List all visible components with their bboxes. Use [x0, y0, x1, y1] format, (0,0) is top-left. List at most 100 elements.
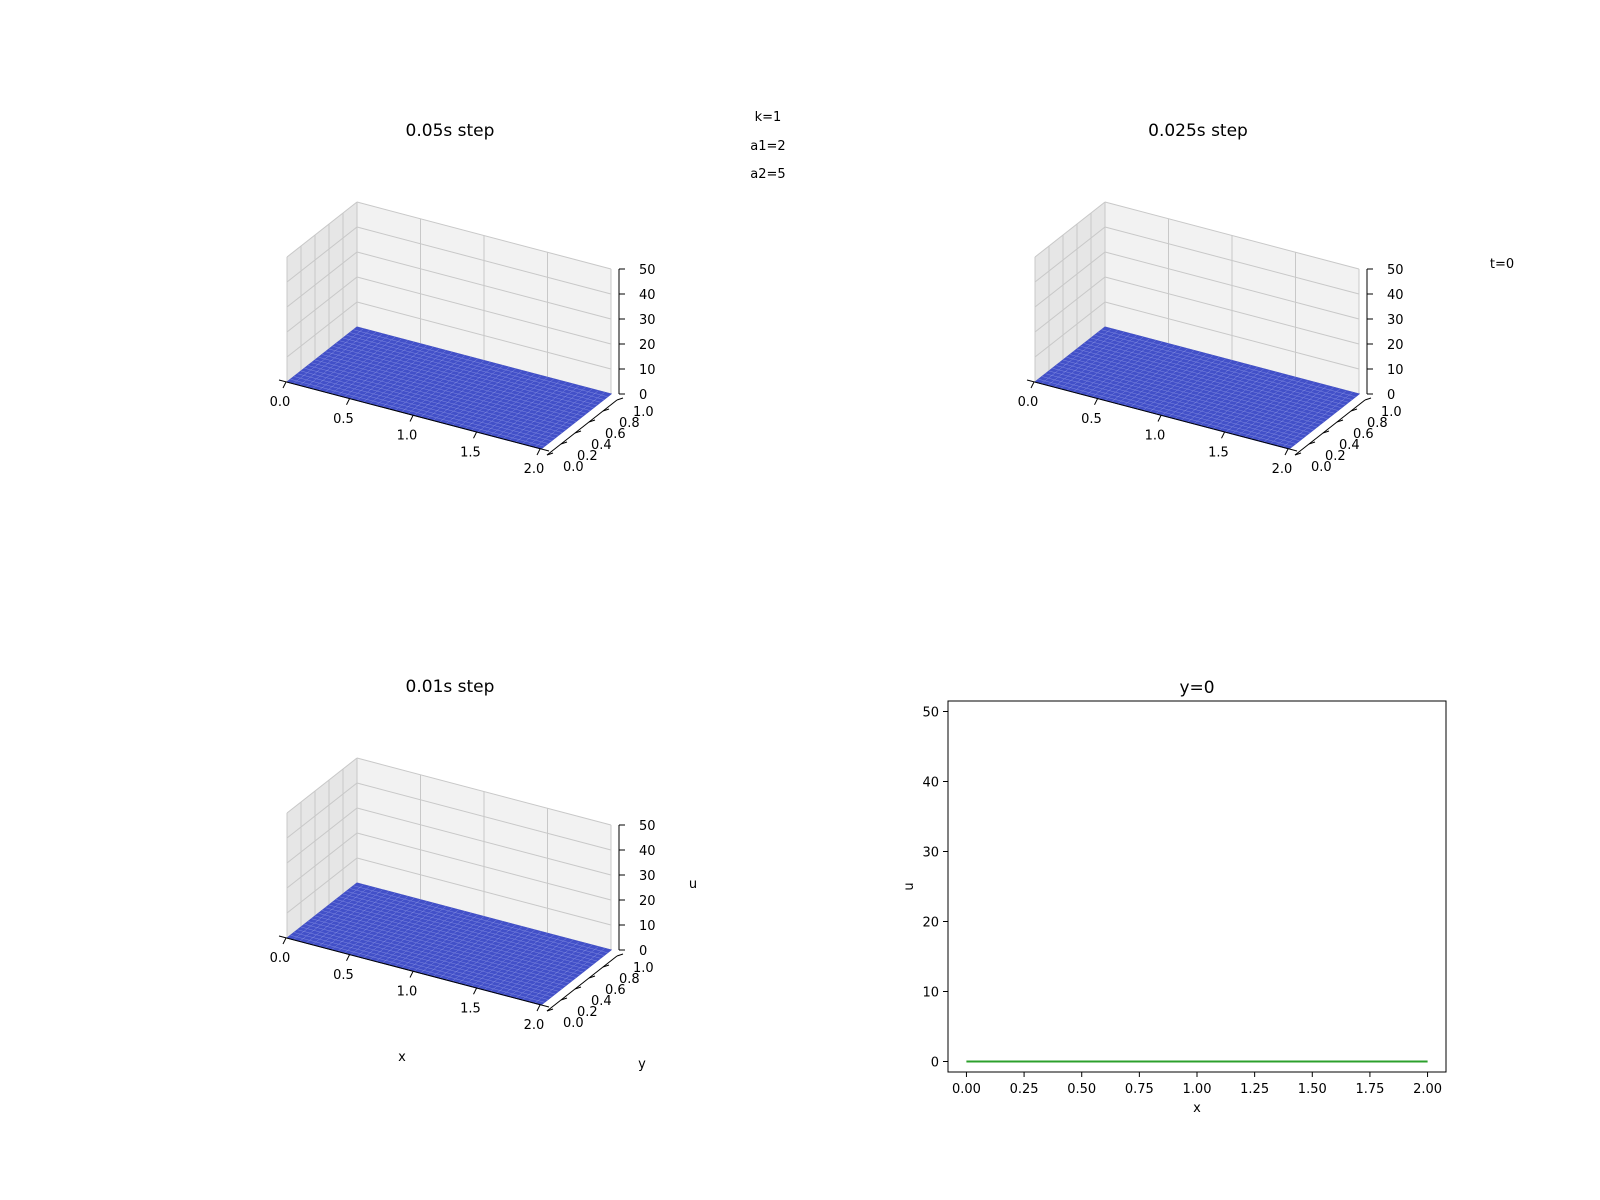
- back-pane-yz: [1035, 202, 1105, 382]
- surface-mesh-line: [307, 921, 563, 989]
- z-tick-label: 50: [639, 263, 656, 278]
- pane-grid-line: [286, 301, 358, 358]
- x-tick-label: 1.5: [460, 1001, 481, 1016]
- pane-grid-line: [286, 857, 358, 914]
- surface-mesh-line: [1097, 332, 1353, 400]
- y-tick: [546, 452, 554, 456]
- y-axis-line: [546, 399, 618, 456]
- x-tick-label: 0.25: [1010, 1082, 1039, 1097]
- y-tick: [588, 419, 596, 423]
- surface-mesh-line: [293, 376, 549, 444]
- y-tick-label: 0.8: [1367, 416, 1388, 431]
- y-tick: [560, 997, 568, 1001]
- surface-mesh-line: [311, 918, 566, 986]
- y-tick: [602, 408, 610, 412]
- surface-mesh-line: [1076, 348, 1332, 417]
- surface-mesh-line: [1041, 376, 1297, 444]
- x-axis-label: x: [1193, 1101, 1201, 1116]
- z-tick-label: 30: [1387, 313, 1404, 328]
- pane-grid-line: [1104, 201, 1360, 270]
- surface-mesh-line: [325, 907, 580, 975]
- surface-mesh-line: [290, 379, 545, 447]
- surface-mesh-line: [1059, 362, 1314, 430]
- surface-mesh-line: [1055, 365, 1311, 433]
- x-tick-label: 1.0: [397, 985, 418, 1000]
- time-label: t=0: [1490, 257, 1514, 272]
- y-tick-label: 50: [922, 706, 939, 721]
- z-tick-label: 40: [1387, 288, 1404, 303]
- x-axis-line: [1026, 379, 1298, 452]
- surface-mesh-line: [1069, 354, 1325, 422]
- y-tick-label: 20: [922, 916, 939, 931]
- x-axis-line: [278, 379, 550, 452]
- surface-mesh-line: [293, 932, 549, 1000]
- x-tick-label: 1.0: [397, 429, 418, 444]
- surface-mesh-line: [1066, 357, 1321, 425]
- y-tick: [616, 397, 624, 401]
- pane-grid-line: [286, 782, 358, 839]
- x-tick: [1221, 432, 1225, 439]
- x-tick: [346, 954, 350, 961]
- y-tick: [1364, 397, 1372, 401]
- pane-grid-line: [1104, 301, 1360, 370]
- z-tick-label: 40: [639, 844, 656, 859]
- pane-grid-line: [356, 251, 612, 320]
- x-tick: [282, 937, 287, 945]
- y-tick-label: 1.0: [633, 405, 654, 420]
- y-tick: [1308, 441, 1316, 445]
- z-tick-label: 0: [639, 944, 647, 959]
- surface-mesh-line: [314, 915, 570, 984]
- x-tick-label: 2.0: [1272, 462, 1293, 477]
- y-tick-label: 0.8: [619, 972, 640, 987]
- z-tick-label: 0: [1387, 388, 1395, 403]
- surface-mesh-line: [342, 337, 598, 406]
- z-tick-label: 20: [1387, 338, 1404, 353]
- pane-grid-line: [356, 276, 612, 345]
- x-tick-label: 0.0: [1018, 395, 1039, 410]
- y-tick-label: 0.2: [577, 1005, 598, 1020]
- x-tick-label: 1.0: [1145, 429, 1166, 444]
- surface-mesh-line: [304, 924, 559, 992]
- pane-grid-line: [356, 301, 612, 370]
- surface-mesh-line: [1052, 368, 1307, 436]
- x-tick-label: 0.5: [1081, 412, 1102, 427]
- y-tick: [546, 1008, 554, 1012]
- y-tick: [560, 441, 568, 445]
- surface-mesh-line: [297, 373, 552, 441]
- pane-grid-line: [1104, 226, 1360, 295]
- y-tick: [1322, 430, 1330, 434]
- surface-mesh-line: [328, 348, 584, 417]
- y-tick-label: 0.4: [591, 994, 612, 1009]
- pane-grid-line: [286, 276, 358, 333]
- y-tick-label: 0.0: [1311, 460, 1332, 475]
- pane-grid-line: [356, 226, 612, 295]
- panel-title: 0.025s step: [1148, 121, 1248, 141]
- y-tick: [1336, 419, 1344, 423]
- surface-mesh-line: [304, 368, 559, 436]
- pane-grid-line: [356, 857, 612, 926]
- pane-grid-line: [286, 201, 358, 258]
- y-tick-label: 0.4: [591, 438, 612, 453]
- x-tick-label: 1.00: [1183, 1082, 1212, 1097]
- x-tick-label: 1.5: [460, 445, 481, 460]
- surface-mesh-line: [339, 340, 594, 408]
- z-tick-label: 20: [639, 338, 656, 353]
- surface-mesh-line: [1038, 379, 1293, 447]
- surface-mesh-line: [342, 893, 598, 962]
- back-pane-yz: [287, 758, 357, 938]
- y-tick: [574, 986, 582, 990]
- y-tick-label: 1.0: [633, 961, 654, 976]
- pane-grid-line: [1034, 251, 1106, 308]
- z-axis-label: u: [689, 877, 697, 892]
- x-tick-label: 0.5: [333, 412, 354, 427]
- pane-grid-line: [1034, 276, 1106, 333]
- surface-mesh-line: [335, 343, 591, 411]
- x-tick-label: 0.0: [270, 951, 291, 966]
- z-tick-label: 40: [639, 288, 656, 303]
- x-tick: [409, 971, 414, 978]
- z-tick-label: 10: [639, 363, 656, 378]
- y-tick-label: 0: [931, 1056, 939, 1071]
- surface-mesh-line: [346, 335, 601, 403]
